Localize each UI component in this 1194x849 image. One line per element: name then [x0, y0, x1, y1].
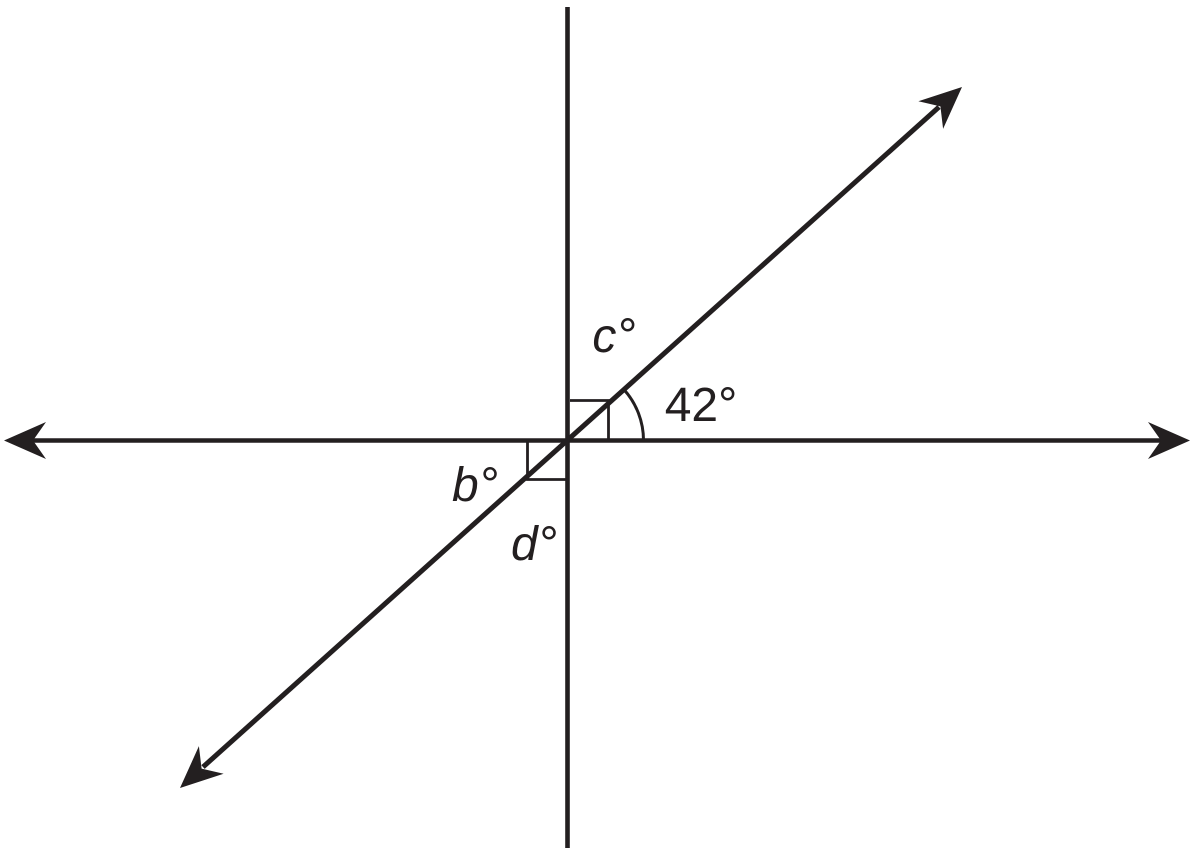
- transversal-line: [201, 105, 941, 769]
- label-angle-d: d°: [511, 518, 557, 571]
- angle-labels: c° 42° b° d°: [452, 310, 737, 571]
- arrowheads: [4, 87, 1190, 788]
- line-strokes: [30, 7, 1164, 848]
- arrowhead-left: [4, 422, 46, 459]
- arrowhead-up-right: [918, 87, 962, 129]
- arrowhead-right: [1148, 422, 1190, 459]
- arrowhead-down-left: [180, 746, 224, 788]
- right-angle-mark-lower: [526, 440, 568, 481]
- label-angle-c: c°: [592, 310, 635, 363]
- right-angle-mark-upper: [570, 399, 610, 441]
- label-angle-b: b°: [452, 459, 498, 512]
- angle-arc-42: [622, 388, 646, 441]
- label-angle-42: 42°: [665, 379, 738, 432]
